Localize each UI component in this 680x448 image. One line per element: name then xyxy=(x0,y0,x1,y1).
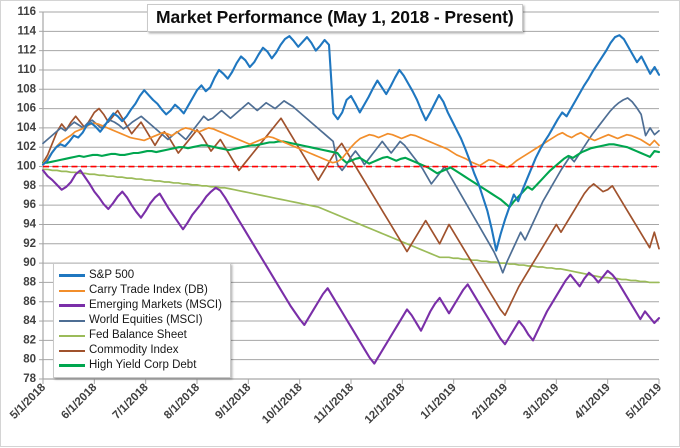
legend-color-swatch xyxy=(59,319,85,322)
x-axis-tick-label: 1/1/2019 xyxy=(419,382,459,422)
series-line xyxy=(42,107,660,317)
x-axis-tick-label: 9/1/2018 xyxy=(213,381,254,422)
series-line xyxy=(41,140,661,209)
legend-label: Carry Trade Index (DB) xyxy=(89,284,208,296)
y-axis-tick-label: 92 xyxy=(23,238,36,250)
series-line xyxy=(41,34,661,252)
series-line xyxy=(42,122,660,169)
legend-label: World Equities (MSCI) xyxy=(89,314,203,326)
x-axis-tick-label: 2/1/2019 xyxy=(470,382,510,422)
y-axis-tick-label: 112 xyxy=(17,45,36,57)
y-axis-tick-label: 80 xyxy=(23,354,36,366)
legend-item[interactable]: Carry Trade Index (DB) xyxy=(59,283,222,298)
x-axis-labels: 5/1/2018 6/1/2018 7/1/2018 8/1/2018 9/1/2018… xyxy=(8,381,664,426)
legend-label: High Yield Corp Debt xyxy=(89,359,197,371)
x-axis-tick-label: 10/1/2018 xyxy=(260,381,305,426)
x-axis-tick-label: 6/1/2018 xyxy=(59,381,100,422)
y-axis-tick-label: 116 xyxy=(17,6,36,18)
y-axis-tick-label: 108 xyxy=(17,83,37,95)
y-axis-tick-label: 104 xyxy=(17,122,37,134)
legend-color-swatch xyxy=(59,289,85,292)
legend-color-swatch xyxy=(59,349,85,352)
x-axis-tick-label: 12/1/2018 xyxy=(363,381,408,426)
x-axis-tick-label: 5/1/2018 xyxy=(8,381,49,422)
y-axis-tick-label: 88 xyxy=(23,276,36,288)
legend-color-swatch xyxy=(59,304,85,307)
chart-legend: S&P 500 Carry Trade Index (DB) Emerging Ma… xyxy=(53,263,231,378)
legend-item[interactable]: S&P 500 xyxy=(59,268,222,283)
data-series-group xyxy=(41,34,661,365)
legend-item[interactable]: Commodity Index xyxy=(59,343,222,358)
legend-label: Emerging Markets (MSCI) xyxy=(89,299,222,311)
legend-color-swatch xyxy=(59,334,85,337)
y-axis-tick-label: 96 xyxy=(23,199,36,211)
legend-color-swatch xyxy=(59,274,85,277)
y-axis-tick-label: 98 xyxy=(23,180,36,192)
x-axis-tick-label: 8/1/2018 xyxy=(162,381,203,422)
legend-item[interactable]: Fed Balance Sheet xyxy=(59,328,222,343)
x-axis-tick-label: 7/1/2018 xyxy=(111,381,152,422)
legend-item[interactable]: Emerging Markets (MSCI) xyxy=(59,298,222,313)
y-axis-tick-label: 110 xyxy=(17,64,36,76)
legend-label: S&P 500 xyxy=(89,269,135,281)
legend-label: Fed Balance Sheet xyxy=(89,329,187,341)
y-axis-tick-label: 78 xyxy=(23,373,36,385)
legend-item[interactable]: World Equities (MSCI) xyxy=(59,313,222,328)
series-line xyxy=(41,169,661,365)
legend-item[interactable]: High Yield Corp Debt xyxy=(59,358,222,373)
x-axis-tick-label: 4/1/2019 xyxy=(573,382,613,422)
legend-label: Commodity Index xyxy=(89,344,179,356)
legend-color-swatch xyxy=(59,364,85,367)
x-axis-ticks xyxy=(42,378,660,384)
x-axis-tick-label: 11/1/2018 xyxy=(312,381,357,426)
series-line xyxy=(42,168,660,284)
y-axis-tick-label: 90 xyxy=(23,257,36,269)
y-axis-tick-label: 100 xyxy=(17,161,36,173)
series-line xyxy=(42,97,660,274)
y-axis-tick-label: 84 xyxy=(23,315,36,327)
chart-title-box: Market Performance (May 1, 2018 - Presen… xyxy=(147,4,523,32)
y-axis-tick-label: 82 xyxy=(23,334,36,346)
y-axis-tick-label: 102 xyxy=(17,141,36,153)
y-axis-tick-label: 94 xyxy=(23,219,36,231)
x-axis-tick-label: 3/1/2019 xyxy=(521,382,561,422)
page-title: Market Performance (May 1, 2018 - Presen… xyxy=(156,7,514,27)
y-axis-labels: 78 80 82 84 86 88 90 92 94 96 98 100 102 104 106 108 110… xyxy=(17,6,43,385)
y-axis-tick-label: 86 xyxy=(23,296,36,308)
y-axis-tick-label: 106 xyxy=(17,103,36,115)
x-axis-tick-label: 5/1/2019 xyxy=(624,382,664,422)
y-axis-tick-label: 114 xyxy=(17,25,36,37)
